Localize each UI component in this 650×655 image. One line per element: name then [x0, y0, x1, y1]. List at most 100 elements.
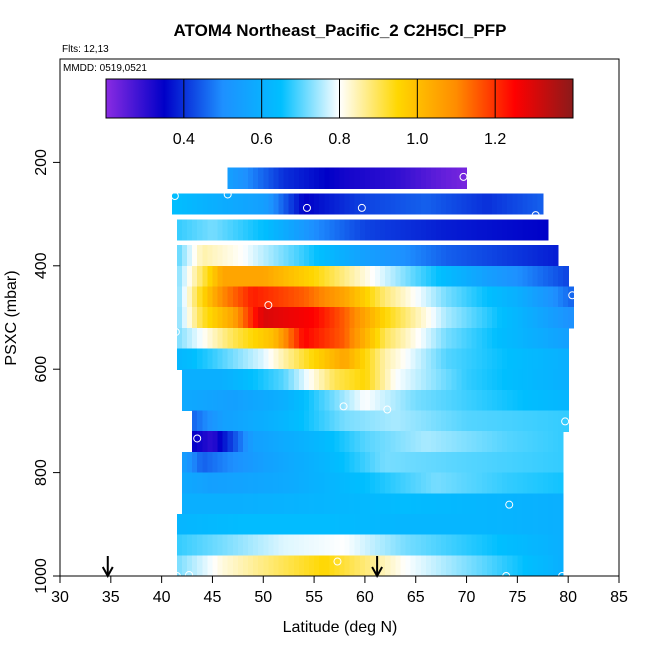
heatmap-cell [187, 534, 193, 556]
heatmap-cell [522, 307, 529, 329]
heatmap-cell [507, 265, 513, 288]
heatmap-cell [441, 327, 447, 350]
heatmap-cell [293, 431, 300, 453]
heatmap-cell [202, 389, 208, 412]
heatmap-cell [537, 348, 544, 370]
heatmap-cell [446, 493, 452, 515]
heatmap-cell [232, 307, 239, 329]
heatmap-cell [527, 451, 534, 474]
heatmap-cell [202, 451, 208, 474]
heatmap-cell [502, 219, 508, 241]
heatmap-cell [532, 451, 539, 474]
heatmap-cell [380, 493, 386, 515]
heatmap-cell [283, 307, 290, 329]
heatmap-cell [242, 348, 249, 370]
heatmap-cell [181, 286, 188, 308]
heatmap-cell [532, 245, 539, 267]
flight-marker-arrow-2 [371, 556, 383, 579]
y-axis: 200 400 600 800 1000 [33, 149, 60, 594]
heatmap-cell [207, 265, 214, 288]
heatmap-cell [481, 286, 488, 308]
heatmap-cell [334, 193, 341, 215]
heatmap-cell [248, 193, 254, 215]
heatmap-cell [283, 167, 290, 189]
heatmap-cell [466, 534, 473, 556]
heatmap-cell [481, 555, 488, 576]
heatmap-cell [344, 193, 351, 215]
heatmap-cell [385, 431, 391, 453]
heatmap-cell [497, 369, 503, 391]
heatmap-cell [481, 493, 488, 515]
heatmap-cell [563, 389, 569, 412]
heatmap-cell [369, 348, 376, 370]
heatmap-cell [197, 513, 203, 536]
heatmap-cell [436, 472, 442, 494]
heatmap-cell [344, 389, 351, 412]
heatmap-row-500 [176, 307, 574, 329]
heatmap-cell [517, 472, 524, 494]
heatmap-cell [375, 327, 381, 350]
heatmap-cell [502, 472, 508, 494]
heatmap-cell [385, 219, 391, 241]
heatmap-cell [486, 348, 493, 370]
heatmap-cell [532, 265, 539, 288]
heatmap-cell [436, 219, 442, 241]
x-tick-label-45: 45 [204, 589, 222, 606]
heatmap-cell [354, 410, 361, 432]
heatmap-cell [288, 534, 295, 556]
heatmap-cell [314, 534, 320, 556]
heatmap-cell [349, 245, 356, 267]
heatmap-cell [517, 286, 524, 308]
heatmap-cell [329, 286, 336, 308]
heatmap-cell [359, 369, 366, 391]
heatmap-cell [471, 410, 478, 432]
heatmap-cell [329, 193, 336, 215]
heatmap-cell [232, 219, 239, 241]
heatmap-cell [385, 348, 391, 370]
heatmap-cell [441, 534, 447, 556]
heatmap-cell [502, 286, 508, 308]
heatmap-cell [430, 472, 437, 494]
heatmap-cell [349, 193, 356, 215]
heatmap-cell [227, 451, 234, 474]
heatmap-cell [415, 327, 422, 350]
heatmap-cell [309, 265, 315, 288]
heatmap-cell [263, 369, 269, 391]
heatmap-cell [309, 369, 315, 391]
heatmap-cell [242, 513, 249, 536]
heatmap-cell [436, 265, 442, 288]
heatmap-cell [298, 245, 305, 267]
heatmap-cell [268, 410, 275, 432]
heatmap-cell [461, 389, 468, 412]
heatmap-cell [471, 286, 478, 308]
heatmap-cell [425, 327, 432, 350]
heatmap-cell [466, 410, 473, 432]
heatmap-cell [222, 219, 229, 241]
heatmap-cell [481, 327, 488, 350]
x-tick-label-70: 70 [458, 589, 476, 606]
heatmap-cell [568, 307, 574, 329]
heatmap-cell [303, 219, 310, 241]
heatmap-cell [385, 534, 391, 556]
heatmap-cell [309, 534, 315, 556]
sample-point [170, 192, 179, 201]
plot-frame [59, 58, 620, 577]
heatmap-cell [436, 193, 442, 215]
heatmap-cell [283, 555, 290, 576]
heatmap-cell [329, 513, 336, 536]
heatmap-row-230 [227, 167, 468, 189]
heatmap-cell [176, 513, 183, 536]
heatmap-cell [481, 369, 488, 391]
heatmap-cell [273, 265, 280, 288]
heatmap-cell [441, 286, 447, 308]
y-tick-label-600: 600 [33, 356, 50, 383]
heatmap-cell [319, 193, 325, 215]
heatmap-cell [293, 493, 300, 515]
heatmap-cell [293, 193, 300, 215]
heatmap-cell [309, 431, 315, 453]
heatmap-cell [334, 348, 341, 370]
heatmap-cell [364, 193, 371, 215]
heatmap-cell [425, 245, 432, 267]
heatmap-cell [339, 327, 346, 350]
heatmap-cell [395, 472, 402, 494]
